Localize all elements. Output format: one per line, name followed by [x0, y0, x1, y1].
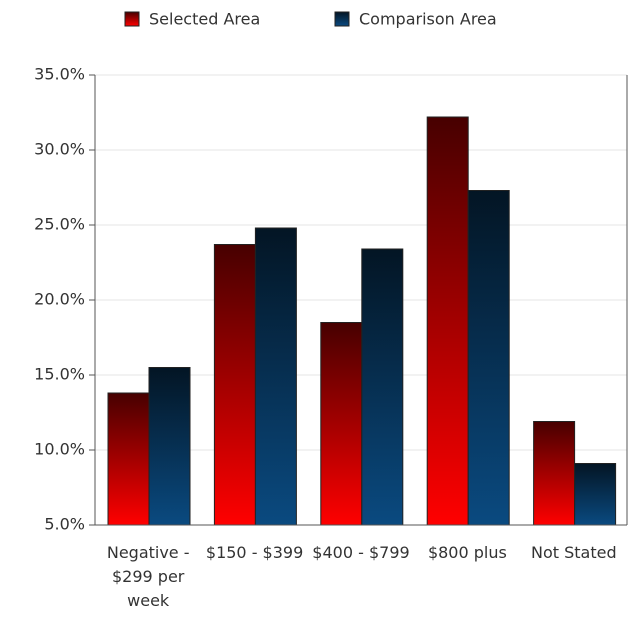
y-tick-label: 15.0%	[34, 365, 85, 384]
legend-swatch	[334, 11, 350, 27]
x-tick-label: $800 plus	[427, 543, 507, 562]
y-tick-label: 30.0%	[34, 140, 85, 159]
bar	[254, 227, 297, 526]
bar	[533, 421, 576, 526]
bar	[320, 322, 363, 526]
bar	[107, 392, 150, 526]
x-tick-label: Negative - $299 per week	[106, 543, 190, 610]
y-tick-label: 10.0%	[34, 440, 85, 459]
x-tick-label: Not Stated	[530, 543, 617, 562]
bar	[426, 116, 469, 526]
bar	[467, 190, 510, 526]
bar	[361, 248, 404, 526]
y-tick-label: 5.0%	[44, 515, 85, 534]
bar	[213, 244, 256, 526]
x-tick-label: $400 - $799	[312, 543, 410, 562]
bar	[574, 463, 617, 526]
bar	[148, 367, 191, 526]
y-tick-label: 35.0%	[34, 65, 85, 84]
legend-label: Comparison Area	[359, 10, 497, 29]
y-tick-label: 25.0%	[34, 215, 85, 234]
legend-swatch	[124, 11, 140, 27]
x-tick-label: $150 - $399	[205, 543, 304, 562]
y-tick-label: 20.0%	[34, 290, 85, 309]
legend-label: Selected Area	[149, 10, 260, 29]
